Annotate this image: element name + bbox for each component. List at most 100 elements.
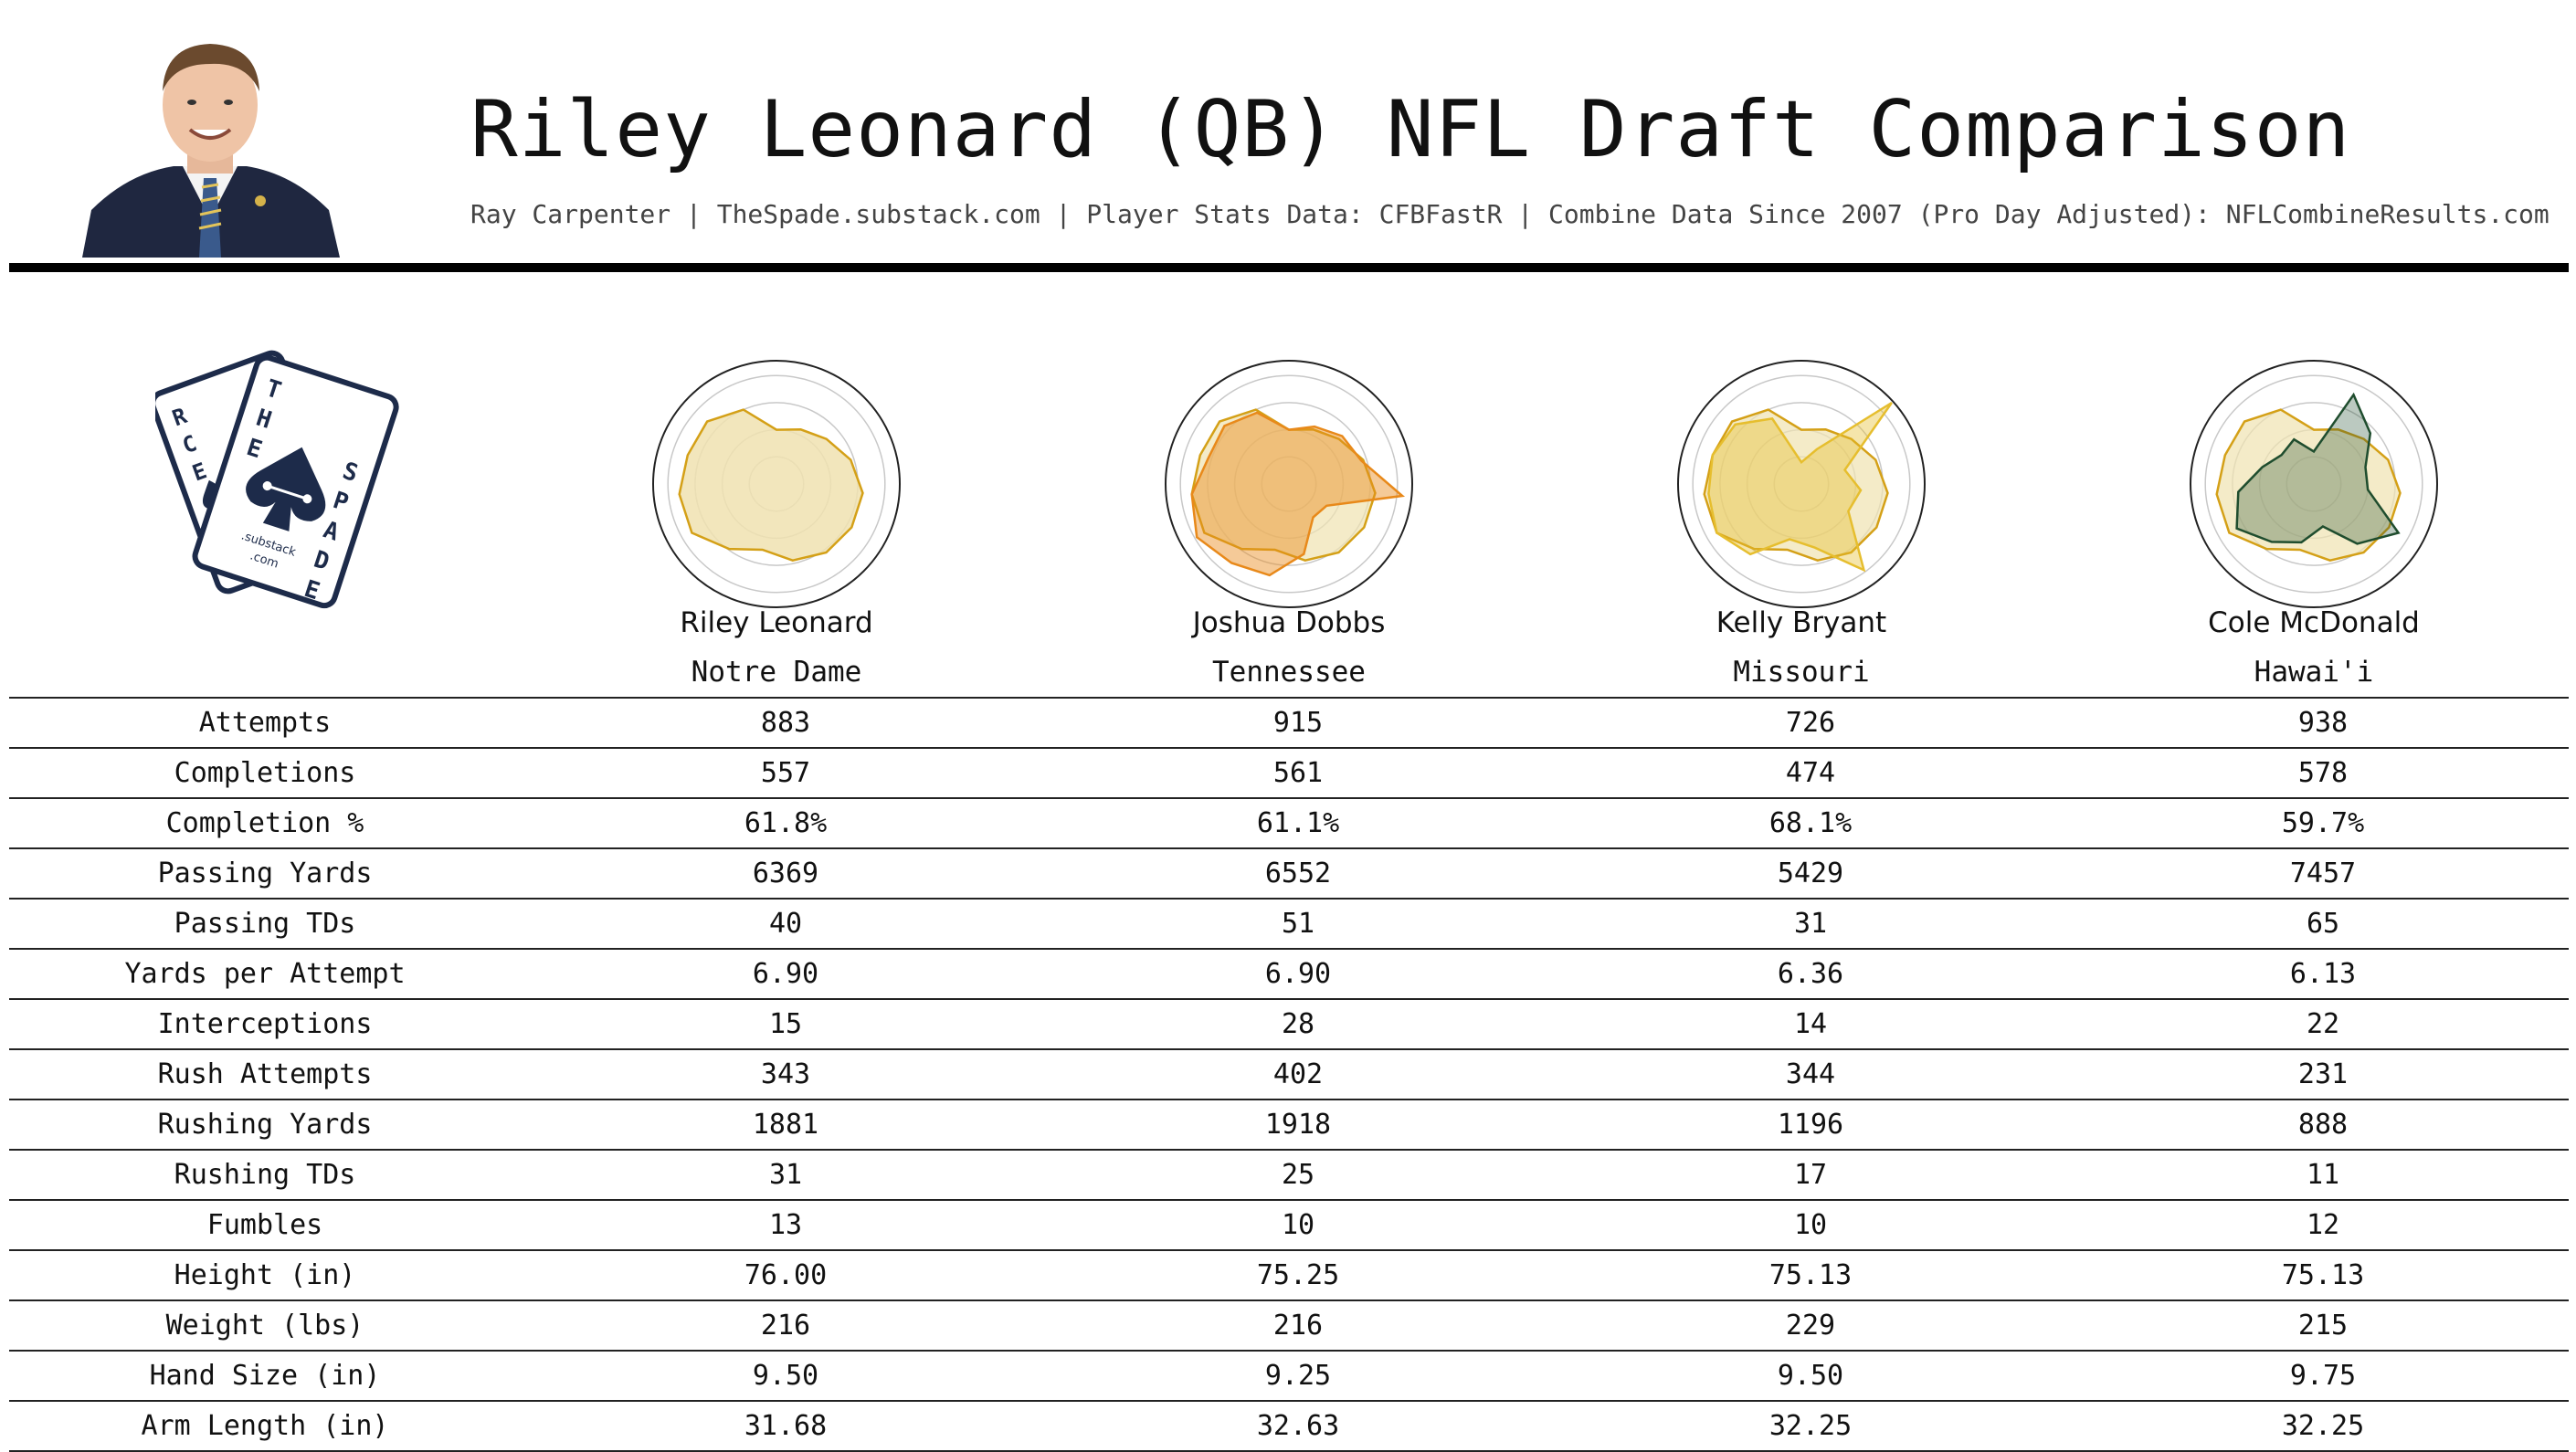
- stat-row: Hand Size (in) 9.50 9.25 9.50 9.75: [9, 1350, 2569, 1400]
- stat-label: Completions: [174, 757, 356, 789]
- radar-outer-ring: [1677, 360, 1926, 608]
- stat-value: 578: [2297, 757, 2349, 789]
- player-name: Kelly Bryant: [1716, 606, 1887, 639]
- stat-value: 11: [2306, 1159, 2340, 1191]
- stat-label: Fumbles: [206, 1209, 323, 1241]
- stat-value: 75.13: [1768, 1259, 1853, 1291]
- stat-value: 68.1%: [1768, 807, 1853, 839]
- radar-reference-shape: [2215, 408, 2402, 563]
- stat-row: Rushing Yards 1881 1918 1196 888: [9, 1099, 2569, 1149]
- stat-value: 14: [1793, 1008, 1828, 1040]
- stat-row: Passing TDs 40 51 31 65: [9, 898, 2569, 948]
- stat-label: Weight (lbs): [165, 1310, 364, 1342]
- radar-chart-kelly-bryant: [1677, 360, 1926, 608]
- radar-reference-shape: [1703, 408, 1889, 563]
- stat-value: 6.90: [1264, 958, 1332, 990]
- the-spade-logo: R C E T H E S P A D E .substack .com: [155, 350, 399, 609]
- stat-value: 343: [760, 1058, 811, 1090]
- radar-outer-ring: [1165, 360, 1413, 608]
- stat-value: 10: [1281, 1209, 1315, 1241]
- stat-label: Attempts: [198, 707, 332, 739]
- stat-value: 31: [768, 1159, 803, 1191]
- stat-row: Attempts 883 915 726 938: [9, 697, 2569, 747]
- stat-value: 32.25: [2281, 1410, 2365, 1442]
- stat-value: 12: [2306, 1209, 2340, 1241]
- stat-label: Completion %: [165, 807, 364, 839]
- radar-grid-ring: [1179, 374, 1399, 594]
- stat-row: Arm Length (in) 31.68 32.63 32.25 32.25: [9, 1400, 2569, 1452]
- stat-value: 1918: [1264, 1109, 1332, 1141]
- player-school: Missouri: [1733, 656, 1870, 689]
- stat-label: Rush Attempts: [157, 1058, 373, 1090]
- stat-value: 32.25: [1768, 1410, 1853, 1442]
- stat-value: 9.25: [1264, 1360, 1332, 1392]
- stat-row: Rushing TDs 31 25 17 11: [9, 1149, 2569, 1199]
- stat-value: 17: [1793, 1159, 1828, 1191]
- stat-value: 10: [1793, 1209, 1828, 1241]
- radar-grid-ring: [1692, 374, 1911, 594]
- stat-label: Passing Yards: [157, 858, 373, 889]
- stat-value: 938: [2297, 707, 2349, 739]
- radar-player-shape: [2235, 392, 2401, 545]
- stat-label: Passing TDs: [174, 908, 356, 940]
- stat-label: Rushing TDs: [174, 1159, 356, 1191]
- header-divider: [9, 263, 2569, 272]
- stat-value: 216: [1272, 1310, 1324, 1342]
- radar-player-shape: [678, 408, 864, 563]
- stat-row: Passing Yards 6369 6552 5429 7457: [9, 847, 2569, 898]
- stat-value: 25: [1281, 1159, 1315, 1191]
- stat-value: 402: [1272, 1058, 1324, 1090]
- stat-value: 65: [2306, 908, 2340, 940]
- player-school: Hawai'i: [2254, 656, 2374, 689]
- stat-value: 22: [2306, 1008, 2340, 1040]
- stat-value: 75.13: [2281, 1259, 2365, 1291]
- stat-value: 883: [760, 707, 811, 739]
- stat-value: 1881: [752, 1109, 819, 1141]
- radar-outer-ring: [652, 360, 901, 608]
- player-headshot: [82, 44, 340, 258]
- stat-value: 32.63: [1256, 1410, 1340, 1442]
- radar-player-shape: [1707, 401, 1893, 573]
- radar-reference-shape: [1190, 408, 1377, 563]
- page-title: Riley Leonard (QB) NFL Draft Comparison: [470, 84, 2351, 175]
- stat-value: 40: [768, 908, 803, 940]
- stat-value: 216: [760, 1310, 811, 1342]
- stat-row: Yards per Attempt 6.90 6.90 6.36 6.13: [9, 948, 2569, 998]
- stat-value: 915: [1272, 707, 1324, 739]
- stat-value: 7457: [2289, 858, 2357, 889]
- radar-chart-joshua-dobbs: [1165, 360, 1413, 608]
- stat-value: 15: [768, 1008, 803, 1040]
- stat-value: 5429: [1777, 858, 1844, 889]
- stat-value: 31.68: [744, 1410, 828, 1442]
- logo-front-card: T H E S P A D E .substack .com: [192, 354, 399, 609]
- stat-value: 6369: [752, 858, 819, 889]
- player-name: Joshua Dobbs: [1192, 606, 1386, 639]
- stat-value: 561: [1272, 757, 1324, 789]
- stat-row: Completions 557 561 474 578: [9, 747, 2569, 797]
- stat-value: 75.25: [1256, 1259, 1340, 1291]
- stat-value: 9.75: [2289, 1360, 2357, 1392]
- stat-value: 6.90: [752, 958, 819, 990]
- radar-grid-ring: [667, 374, 886, 594]
- stat-row: Rush Attempts 343 402 344 231: [9, 1048, 2569, 1099]
- stat-value: 6552: [1264, 858, 1332, 889]
- player-name: Riley Leonard: [680, 606, 873, 639]
- player-school: Tennessee: [1212, 656, 1366, 689]
- headshot-image: [82, 44, 340, 258]
- stat-row: Interceptions 15 28 14 22: [9, 998, 2569, 1048]
- radar-chart-cole-mcdonald: [2190, 360, 2438, 608]
- stat-row: Height (in) 76.00 75.25 75.13 75.13: [9, 1249, 2569, 1299]
- stat-row: Completion % 61.8% 61.1% 68.1% 59.7%: [9, 797, 2569, 847]
- stat-value: 9.50: [752, 1360, 819, 1392]
- stat-value: 6.13: [2289, 958, 2357, 990]
- player-school: Notre Dame: [691, 656, 862, 689]
- stat-value: 557: [760, 757, 811, 789]
- stat-value: 474: [1785, 757, 1836, 789]
- stat-label: Height (in): [174, 1259, 356, 1291]
- radar-player-shape: [1190, 411, 1406, 577]
- stat-value: 61.1%: [1256, 807, 1340, 839]
- stat-value: 76.00: [744, 1259, 828, 1291]
- stat-value: 61.8%: [744, 807, 828, 839]
- stat-value: 1196: [1777, 1109, 1844, 1141]
- stat-value: 9.50: [1777, 1360, 1844, 1392]
